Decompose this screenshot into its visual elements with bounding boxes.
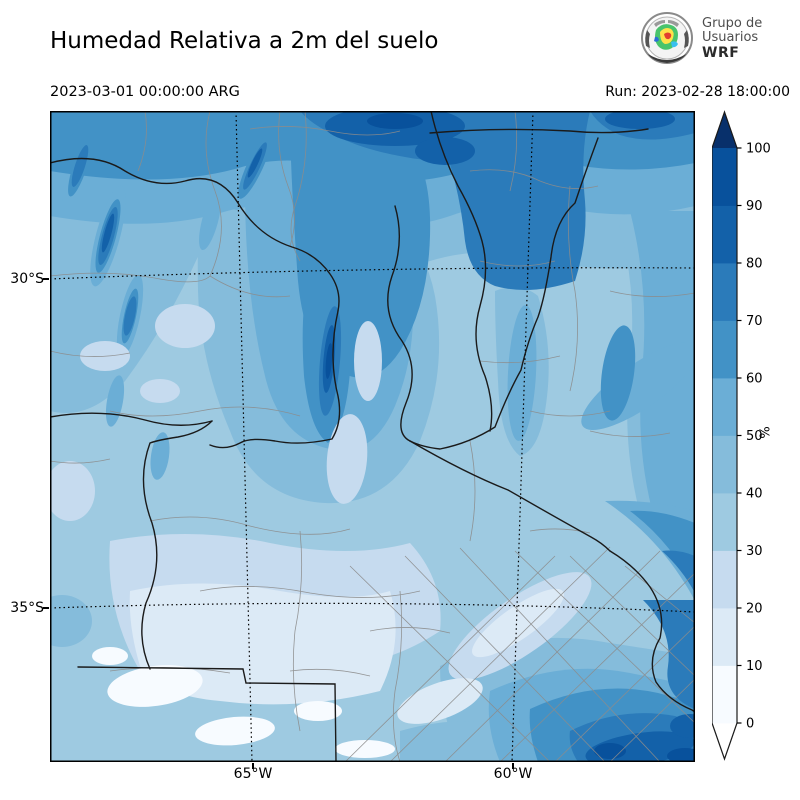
colorbar-segment [712, 205, 737, 264]
colorbar-under-arrow [712, 723, 737, 759]
page-title: Humedad Relativa a 2m del suelo [50, 28, 439, 54]
colorbar-tick-label: 50 [746, 429, 763, 444]
logo-line-3: WRF [702, 44, 740, 61]
colorbar-tick-label: 60 [746, 372, 763, 387]
colorbar-tick-label: 100 [746, 142, 771, 157]
colorbar-segment [712, 320, 737, 379]
valid-time-label: 2023-03-01 00:00:00 ARG [50, 84, 240, 100]
colorbar-over-arrow [712, 112, 737, 148]
colorbar-segment [712, 608, 737, 666]
wrf-logo-globe-icon [641, 12, 693, 64]
lon-tick-65w [252, 763, 254, 769]
lat-tick-30s [43, 278, 49, 280]
colorbar-segment [712, 435, 737, 494]
colorbar-unit-label: % [758, 426, 774, 439]
colorbar-canvas: 0 10 20 30 40 50 60 70 80 90 100 [711, 110, 771, 761]
wrf-logo-text: Grupo de Usuarios WRF [702, 15, 763, 62]
colorbar-tick-label: 80 [746, 257, 763, 272]
colorbar-segment [712, 263, 737, 321]
lat-label-30s: 30°S [10, 271, 44, 287]
logo-line-2: Usuarios [702, 30, 759, 46]
colorbar: 0 10 20 30 40 50 60 70 80 90 100 [711, 108, 800, 770]
lon-label-60w: 60°W [493, 766, 533, 782]
map-frame [50, 111, 695, 762]
colorbar-tick-label: 90 [746, 199, 763, 214]
province-borders-layer [50, 111, 695, 762]
colorbar-segment [712, 550, 737, 609]
map-panel [50, 111, 695, 762]
colorbar-segment [712, 493, 737, 551]
humidity-fill-layer [50, 111, 695, 762]
wrf-users-group-logo: Grupo de Usuarios WRF [638, 10, 762, 68]
colorbar-segment [712, 148, 737, 206]
colorbar-tick-label: 0 [746, 717, 754, 732]
lon-tick-60w [512, 763, 514, 769]
colorbar-tick-label: 20 [746, 602, 763, 617]
run-time-label: Run: 2023-02-28 18:00:00 [605, 84, 790, 100]
lon-label-65w: 65°W [233, 766, 273, 782]
colorbar-segment [712, 665, 737, 724]
lat-tick-35s [43, 607, 49, 609]
logo-line-1: Grupo de [702, 15, 763, 31]
colorbar-tick-label: 30 [746, 544, 763, 559]
graticule-layer [50, 111, 695, 762]
colorbar-tick-label: 10 [746, 659, 763, 674]
map-canvas [50, 111, 695, 762]
colorbar-tick-label: 70 [746, 314, 763, 329]
lat-label-35s: 35°S [10, 600, 44, 616]
colorbar-tick-label: 40 [746, 487, 763, 502]
colorbar-segment [712, 378, 737, 436]
